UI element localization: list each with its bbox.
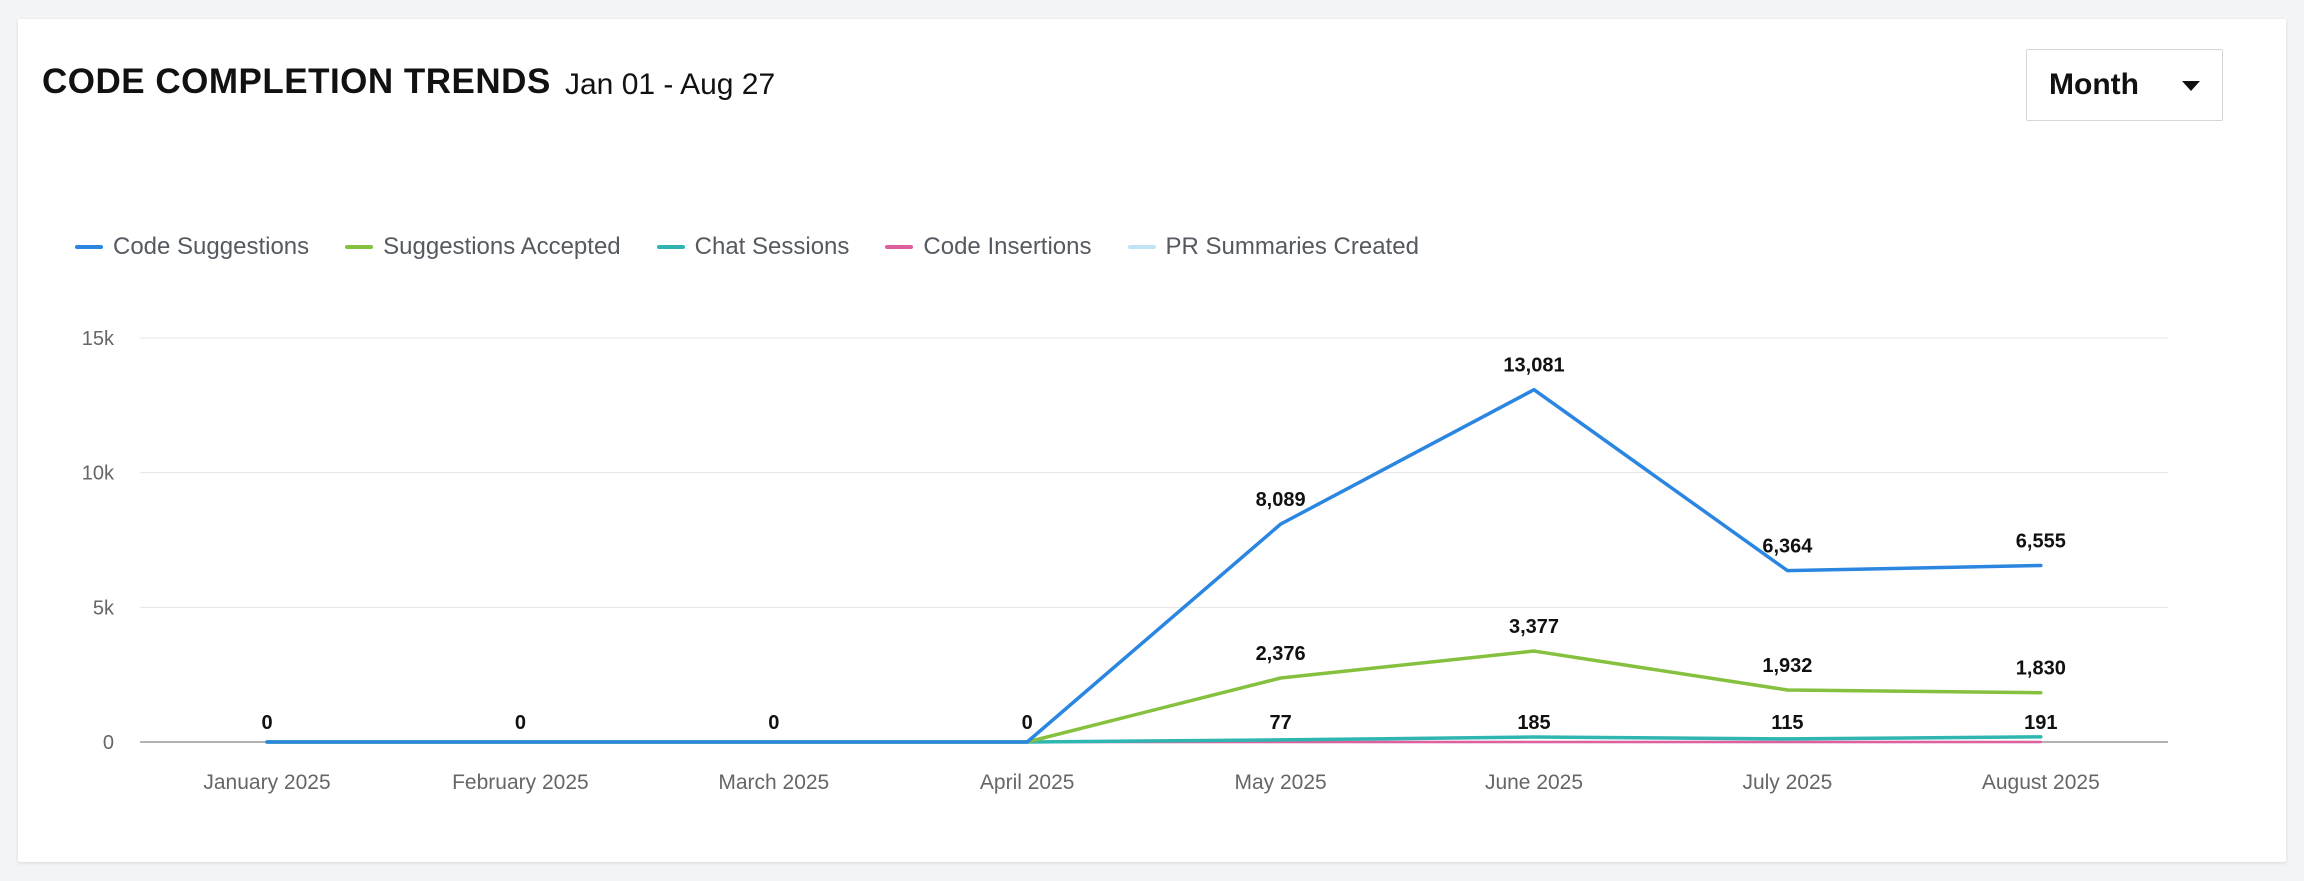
legend-item[interactable]: Code Suggestions xyxy=(75,233,309,261)
data-label: 0 xyxy=(515,712,526,734)
data-label: 8,089 xyxy=(1256,489,1306,511)
x-tick-label: February 2025 xyxy=(452,771,589,794)
legend-item[interactable]: PR Summaries Created xyxy=(1127,233,1419,261)
x-tick-label: April 2025 xyxy=(980,771,1075,794)
legend-label: Code Insertions xyxy=(923,233,1092,260)
data-label: 0 xyxy=(1022,712,1033,734)
legend-swatch xyxy=(1127,245,1156,249)
legend-swatch xyxy=(345,245,374,249)
legend-label: Code Suggestions xyxy=(113,233,310,260)
data-label: 0 xyxy=(768,712,779,734)
data-label: 3,377 xyxy=(1509,616,1559,638)
y-tick-label: 10k xyxy=(82,463,115,485)
x-tick-label: August 2025 xyxy=(1982,771,2100,794)
x-tick-label: July 2025 xyxy=(1742,771,1832,794)
y-tick-label: 15k xyxy=(82,328,115,350)
legend-swatch xyxy=(885,245,914,249)
data-label: 1,830 xyxy=(2016,658,2066,680)
caret-down-icon xyxy=(2182,81,2200,91)
trends-card xyxy=(18,19,2286,862)
data-label: 77 xyxy=(1269,712,1291,734)
legend-label: PR Summaries Created xyxy=(1165,233,1419,260)
series-line xyxy=(265,387,2043,744)
legend-item[interactable]: Code Insertions xyxy=(885,233,1092,261)
legend-swatch xyxy=(75,245,103,249)
data-label: 115 xyxy=(1771,712,1803,734)
data-label: 191 xyxy=(2024,712,2057,734)
data-label: 185 xyxy=(1517,712,1550,734)
date-range: Jan 01 - Aug 27 xyxy=(565,68,776,101)
y-tick-label: 5k xyxy=(93,597,115,619)
x-tick-label: May 2025 xyxy=(1234,771,1326,794)
legend-item[interactable]: Chat Sessions xyxy=(656,233,850,261)
y-tick-label: 0 xyxy=(103,732,114,754)
legend-label: Chat Sessions xyxy=(694,233,850,260)
data-label: 1,932 xyxy=(1762,655,1812,677)
data-label: 13,081 xyxy=(1503,355,1564,377)
data-label: 6,364 xyxy=(1762,536,1813,558)
x-tick-label: March 2025 xyxy=(718,771,829,794)
period-dropdown[interactable]: Month xyxy=(2026,49,2223,121)
period-dropdown-value: Month xyxy=(2049,68,2139,101)
data-label: 2,376 xyxy=(1256,643,1306,665)
x-tick-label: January 2025 xyxy=(203,771,330,794)
legend-item[interactable]: Suggestions Accepted xyxy=(345,233,621,261)
data-label: 6,555 xyxy=(2016,530,2066,552)
legend-label: Suggestions Accepted xyxy=(383,233,621,260)
data-label: 0 xyxy=(261,712,272,734)
page-title: CODE COMPLETION TRENDS xyxy=(42,62,551,101)
legend-swatch xyxy=(656,245,685,249)
chart-legend: Code Suggestions Suggestions Accepted Chat… xyxy=(75,232,1455,262)
x-tick-label: June 2025 xyxy=(1485,771,1583,794)
